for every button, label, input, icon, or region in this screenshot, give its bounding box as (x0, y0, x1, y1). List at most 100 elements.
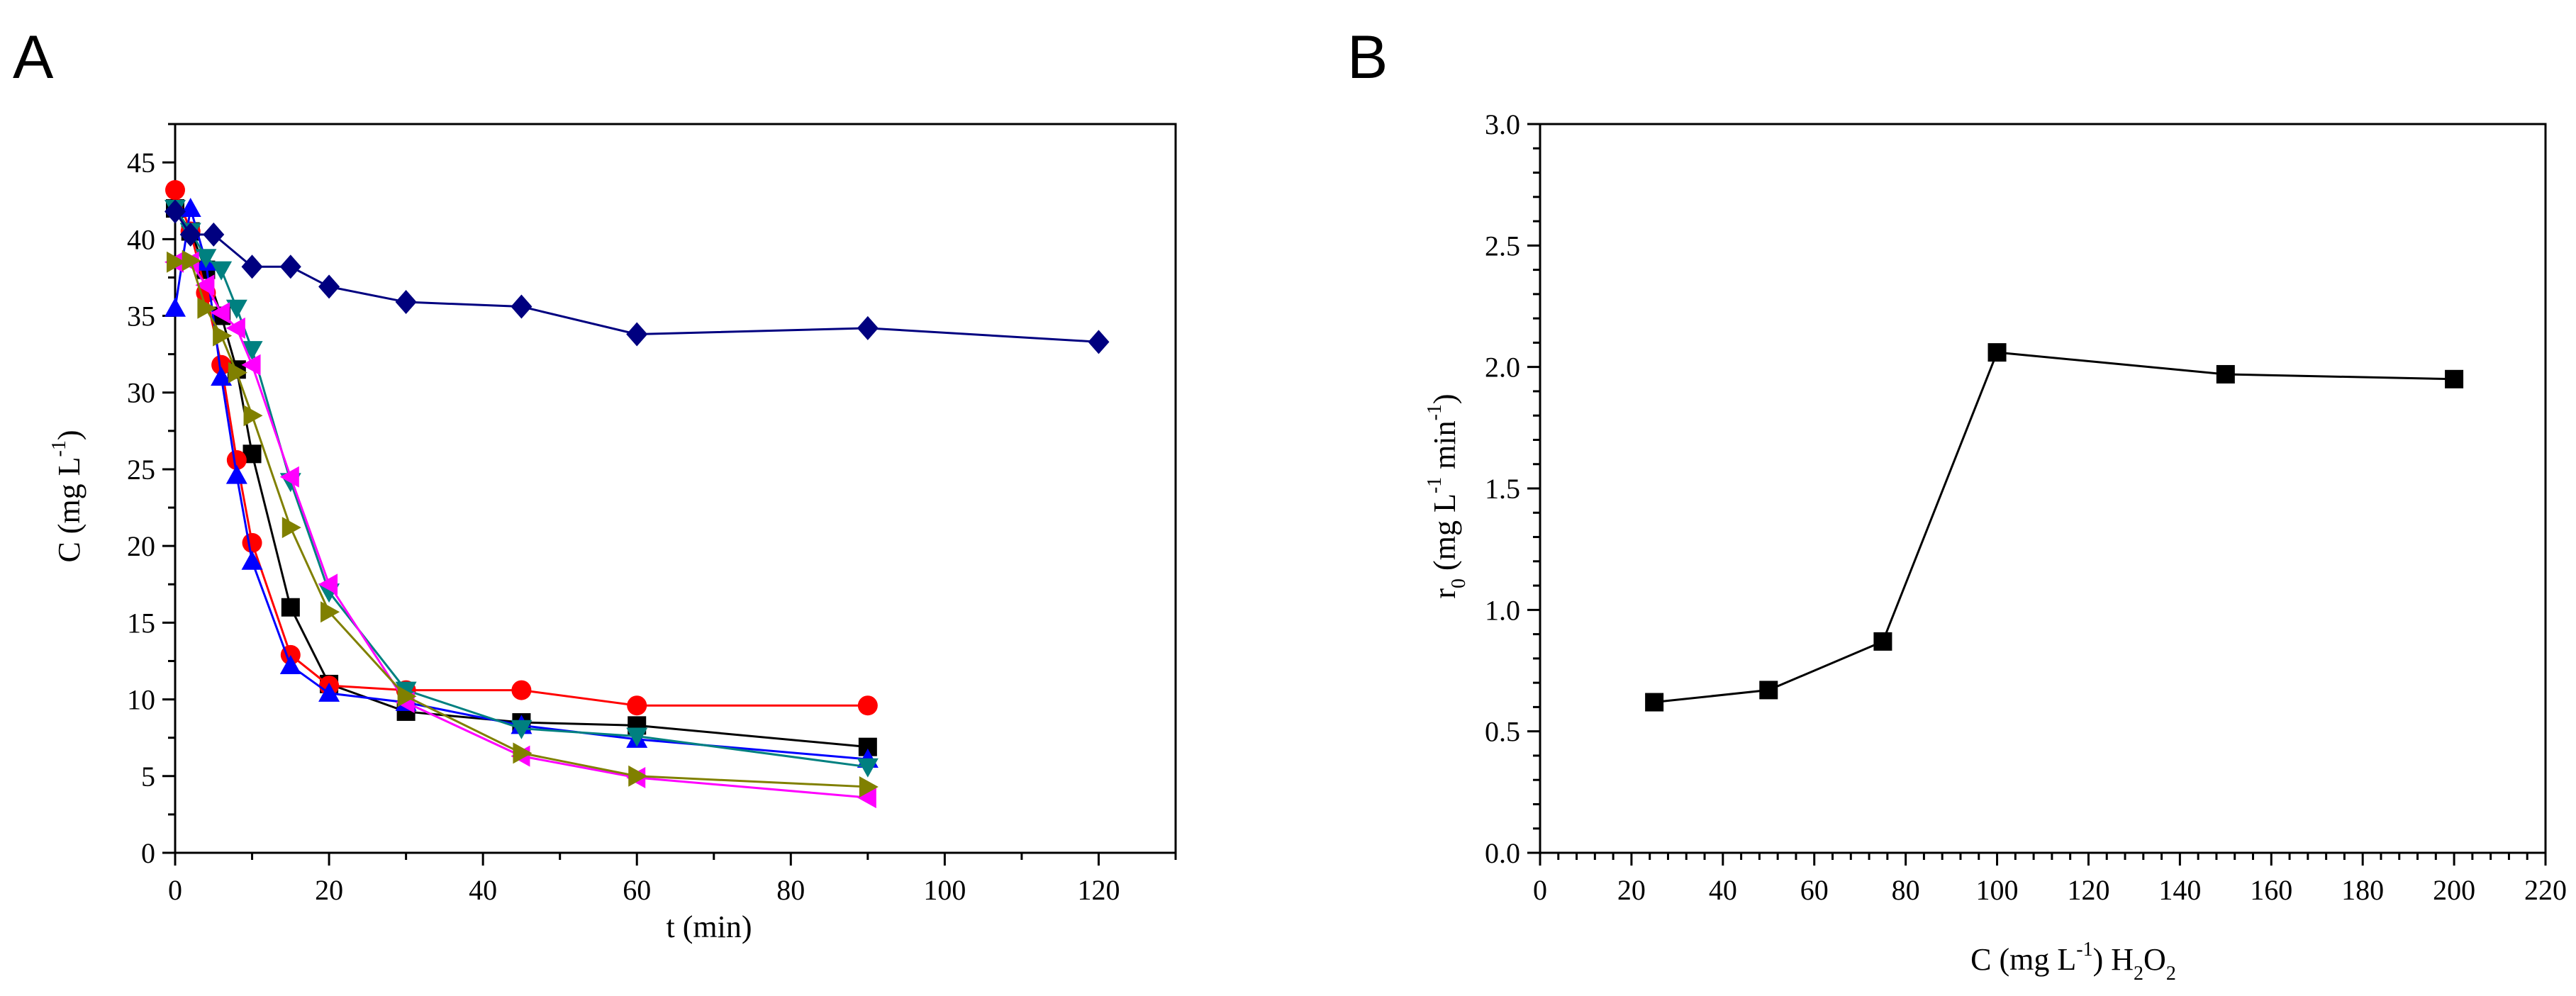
chart-a-data-point (628, 765, 648, 787)
chart-a-y-tick-label: 15 (127, 607, 155, 639)
chart-a-series-line (174, 208, 868, 761)
chart-b-y-tick-label: 1.5 (1485, 473, 1520, 505)
chart-a: 0 20 40 60 80 100 120 0 5 10 15 20 25 30 35 40 45 (127, 123, 1177, 906)
chart-a-frame (174, 123, 1177, 854)
chart-b-series-line (1654, 351, 2455, 704)
chart-a-data-point (211, 261, 233, 281)
chart-a-data-point (213, 325, 233, 347)
chart-a-data-point (197, 297, 217, 319)
chart-b-data-point (2445, 369, 2464, 388)
chart-b-x-tick-label: 160 (2250, 874, 2292, 906)
chart-a-data-point (857, 787, 876, 809)
chart-b-series-initial-rate (1645, 343, 2464, 712)
chart-b-x-tick-label: 180 (2341, 874, 2384, 906)
chart-a-data-point (211, 354, 232, 375)
chart-a-x-tick-label: 0 (168, 874, 182, 906)
chart-a-data-point (1088, 330, 1110, 354)
panel-b-letter: B (1347, 23, 1388, 91)
chart-b-x-tick-label: 140 (2158, 874, 2201, 906)
chart-b-data-point (1645, 693, 1664, 712)
chart-a-data-point (859, 776, 879, 798)
chart-a-y-tick-label: 20 (127, 530, 155, 562)
chart-a-data-point (279, 654, 301, 674)
chart-b-y-tick-label: 1.0 (1485, 594, 1520, 626)
chart-a-y-tick-label: 45 (127, 147, 155, 179)
chart-a-data-point (395, 290, 417, 315)
chart-a-data-point (626, 727, 648, 747)
chart-b-y-tick-label: 0.5 (1485, 716, 1520, 748)
chart-a-data-point (241, 254, 263, 279)
chart-b-x-tick-label: 220 (2524, 874, 2567, 906)
chart-a-y-tick-label: 0 (141, 837, 155, 869)
chart-b-ylabel: r0 (mg L-1 min-1) (1424, 393, 1470, 598)
chart-a-data-point (320, 601, 340, 623)
chart-a-data-point (165, 297, 186, 317)
chart-a-data-point (318, 274, 340, 299)
chart-a-data-point (225, 317, 245, 339)
chart-a-x-tick-label: 120 (1077, 874, 1120, 906)
chart-b-x-tick-label: 0 (1533, 874, 1547, 906)
chart-a-data-point (511, 294, 533, 319)
chart-a-y-tick-label: 25 (127, 454, 155, 486)
chart-a-x-tick-label: 20 (315, 874, 343, 906)
chart-a-data-point (279, 254, 301, 279)
chart-a-series-line (174, 259, 868, 788)
chart-a-data-point (228, 362, 247, 384)
chart-b-x-tick-label: 100 (1976, 874, 2019, 906)
chart-a-data-point (225, 299, 247, 319)
chart-a-data-point (242, 532, 262, 553)
chart-b-y-tick-label: 2.0 (1485, 352, 1520, 384)
chart-a-x-tick-label: 80 (776, 874, 805, 906)
chart-a-series-red-circles (165, 180, 878, 716)
chart-b-y-tick-label: 0.0 (1485, 837, 1520, 869)
chart-a-y-tick-label: 40 (127, 223, 155, 255)
chart-a-data-point (179, 222, 201, 247)
chart-a-data-point (226, 449, 247, 470)
chart-b-x-tick-label: 40 (1709, 874, 1737, 906)
chart-b-data-point (1987, 343, 2007, 362)
chart-b-data-point (2216, 364, 2235, 384)
chart-b-x-tick-label: 80 (1892, 874, 1920, 906)
chart-b-data-point (1759, 681, 1778, 700)
chart-b-frame (1539, 123, 2547, 854)
chart-a-y-tick-label: 30 (127, 377, 155, 409)
chart-b-x-tick-label: 60 (1800, 874, 1829, 906)
chart-a-data-point (243, 405, 263, 427)
chart-b-data-point (1873, 632, 1892, 651)
chart-b-y-tick-label: 3.0 (1485, 108, 1520, 140)
chart-a-data-point (281, 517, 301, 539)
panel-a-letter: A (13, 23, 54, 91)
chart-a-data-point (511, 680, 532, 700)
chart-a-data-point (165, 180, 185, 201)
chart-a-data-point (167, 251, 186, 273)
chart-a-data-point (195, 249, 217, 269)
chart-a-x-tick-label: 40 (469, 874, 497, 906)
chart-a-series-line (174, 208, 868, 749)
chart-a-data-point (165, 199, 186, 224)
chart-a-y-tick-label: 5 (141, 761, 155, 793)
chart-a-x-tick-label: 100 (923, 874, 966, 906)
chart-a-data-point (627, 695, 647, 716)
chart-a-data-point (857, 695, 878, 716)
chart-b-x-tick-label: 200 (2433, 874, 2475, 906)
chart-a-data-point (279, 466, 299, 488)
chart-a-data-point (225, 464, 247, 484)
chart-a-data-point (511, 720, 533, 739)
chart-a-xlabel: t (min) (667, 910, 752, 944)
chart-a-data-point (626, 322, 648, 347)
chart-a-data-point (203, 222, 225, 247)
chart-b-x-tick-label: 120 (2067, 874, 2109, 906)
chart-a-data-point (182, 250, 201, 272)
chart-a-data-point (857, 758, 879, 778)
chart-b-y-tick-label: 2.5 (1485, 230, 1520, 262)
chart-a-data-point (397, 686, 417, 707)
chart-a-series-olive-triangles (167, 250, 879, 798)
chart-a-data-point (241, 354, 261, 376)
chart-a-data-point (179, 198, 201, 218)
chart-a-data-point (195, 274, 215, 296)
chart-a-data-point (211, 302, 230, 324)
chart-a-data-point (513, 742, 533, 764)
chart-a-data-point (857, 315, 879, 340)
chart-a-x-tick-label: 60 (623, 874, 651, 906)
